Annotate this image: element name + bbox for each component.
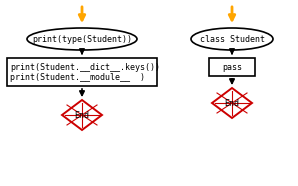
Text: End: End (74, 110, 89, 119)
Text: print(Student.__module__  ): print(Student.__module__ ) (10, 73, 145, 81)
Ellipse shape (191, 28, 273, 50)
Bar (7, 58, 157, 86)
Text: print(Student.__dict__.keys()): print(Student.__dict__.keys()) (10, 62, 160, 71)
Text: pass: pass (222, 62, 242, 71)
Ellipse shape (27, 28, 137, 50)
Text: class Student: class Student (199, 34, 265, 44)
Polygon shape (62, 100, 102, 130)
Text: print(type(Student)): print(type(Student)) (32, 34, 132, 44)
Polygon shape (212, 88, 252, 118)
Bar (209, 58, 255, 76)
Text: End: End (224, 99, 240, 108)
